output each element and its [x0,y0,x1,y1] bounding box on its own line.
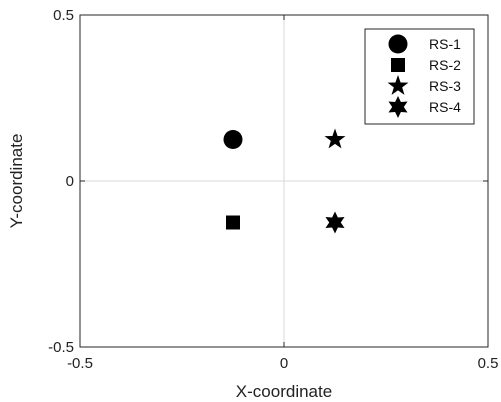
x-tick-label: -0.5 [67,355,93,372]
legend-label: RS-3 [429,78,461,94]
legend-marker-rs-4 [388,96,408,118]
plot-frame [79,14,489,348]
y-axis-label: Y-coordinate [7,134,26,229]
data-point-rs-1 [223,130,243,149]
data-point-rs-2 [226,215,240,230]
legend-label: RS-1 [429,36,461,52]
x-tick-label: 0.5 [478,355,499,372]
y-tick-label: 0 [66,173,74,190]
legend-marker-rs-3 [387,75,409,95]
x-axis-label: X-coordinate [236,382,332,401]
legend-label: RS-2 [429,57,461,73]
legend-marker-rs-2 [391,58,405,72]
data-point-rs-4 [325,211,345,234]
data-point-rs-3 [324,128,346,149]
y-tick-label: 0.5 [53,7,74,24]
x-tick-label: 0 [280,355,288,372]
legend-label: RS-4 [429,99,461,115]
tick-labels: -0.5 0 0.5 -0.5 0 0.5 [48,7,498,372]
legend-marker-rs-1 [388,34,408,54]
y-tick-label: -0.5 [48,339,74,356]
legend-box [364,28,475,125]
legend: RS-1 RS-2 RS-3 RS-4 [364,28,475,125]
zero-gridlines [80,15,488,347]
data-markers [223,128,346,234]
